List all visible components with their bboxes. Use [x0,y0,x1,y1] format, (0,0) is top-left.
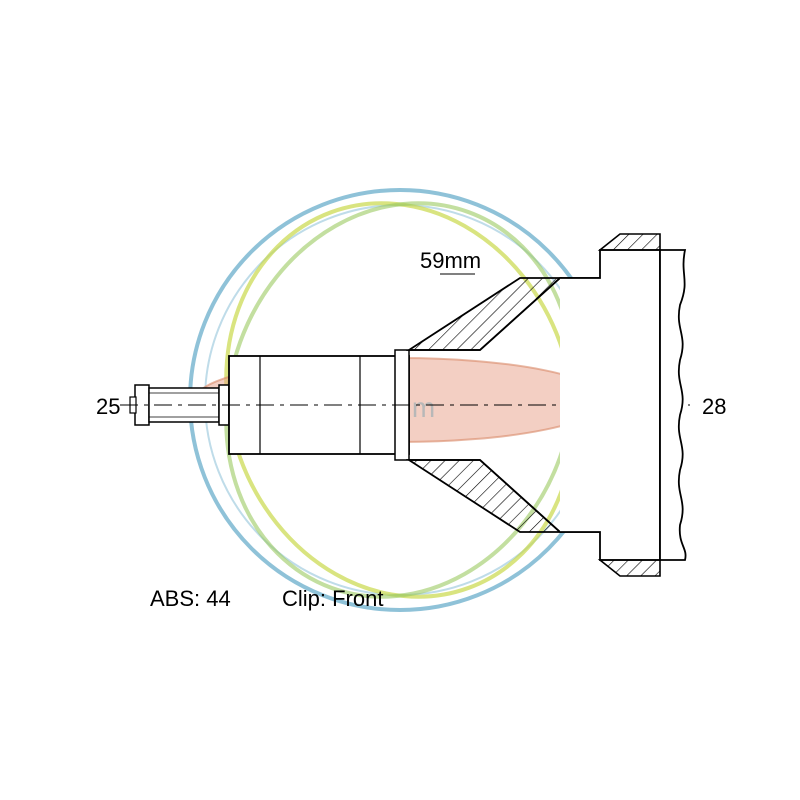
diagram-canvas: www.odmeurope.com 59mm 25 28 ABS: 44 Cli… [0,0,800,800]
value-right: 28 [702,394,726,420]
clip-label: Clip: Front [282,586,383,612]
abs-label: ABS: 44 [150,586,231,612]
value-left: 25 [96,394,120,420]
dimension-top: 59mm [420,248,481,274]
